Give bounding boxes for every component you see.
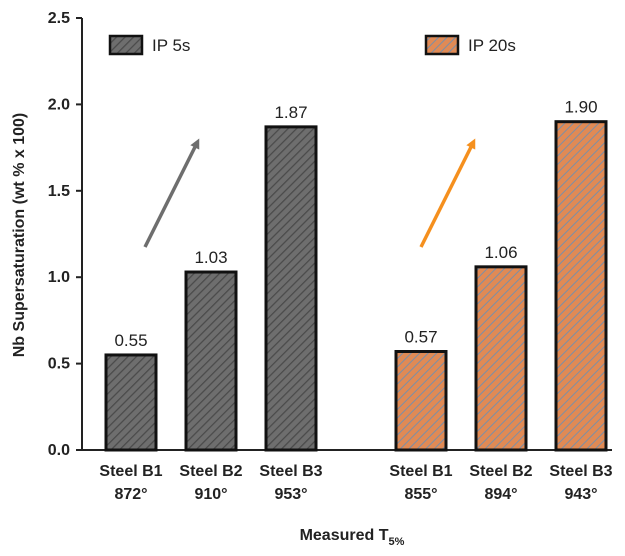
legend-swatch xyxy=(424,34,460,56)
category-steel-label: Steel B1 xyxy=(99,463,162,480)
category-temp-label: 953° xyxy=(274,486,307,503)
y-tick-label: 1.5 xyxy=(48,183,70,200)
bars xyxy=(104,120,608,452)
trend-arrows xyxy=(143,138,476,248)
y-tick-label: 1.0 xyxy=(48,269,70,286)
y-ticks: 0.0 0.5 1.0 1.5 2.0 2.5 xyxy=(48,10,82,459)
bar-ip20s-steel-b2 xyxy=(474,265,528,452)
bar-ip5s-steel-b2 xyxy=(184,270,238,452)
trend-arrow xyxy=(419,138,476,248)
bar-value-label: 0.55 xyxy=(114,331,147,350)
x-axis-label-sub: 5% xyxy=(389,536,405,548)
category-labels: Steel B1 872° Steel B2 910° Steel B3 953° Stee… xyxy=(99,463,612,503)
category-temp-label: 910° xyxy=(194,486,227,503)
bar-ip5s-steel-b1 xyxy=(104,353,158,452)
legend-swatch xyxy=(108,34,144,56)
bar-value-label: 1.87 xyxy=(274,103,307,122)
category-temp-label: 872° xyxy=(114,486,147,503)
y-tick-label: 2.5 xyxy=(48,10,70,27)
legend-label: IP 5s xyxy=(152,36,190,55)
bar-value-label: 1.03 xyxy=(194,248,227,267)
bar-value-label: 1.06 xyxy=(484,243,517,262)
y-axis-label: Nb Supersaturation (wt % x 100) xyxy=(11,113,28,358)
y-tick-label: 0.0 xyxy=(48,442,70,459)
data-labels: 0.55 1.03 1.87 0.57 1.06 1.90 xyxy=(114,98,597,350)
bar-ip20s-steel-b3 xyxy=(554,120,608,452)
x-axis-label: Measured T5% xyxy=(300,527,405,548)
trend-arrow xyxy=(143,138,200,248)
bar-value-label: 0.57 xyxy=(404,328,437,347)
category-temp-label: 943° xyxy=(564,486,597,503)
x-axis-label-main: Measured T xyxy=(300,527,389,544)
category-temp-label: 855° xyxy=(404,486,437,503)
category-steel-label: Steel B3 xyxy=(549,463,612,480)
y-tick-label: 0.5 xyxy=(48,356,70,373)
category-steel-label: Steel B1 xyxy=(389,463,452,480)
bar-ip5s-steel-b3 xyxy=(264,125,318,452)
bar-value-label: 1.90 xyxy=(564,98,597,117)
legend-label: IP 20s xyxy=(468,36,516,55)
category-steel-label: Steel B2 xyxy=(469,463,532,480)
y-tick-label: 2.0 xyxy=(48,96,70,113)
category-steel-label: Steel B2 xyxy=(179,463,242,480)
legend: IP 5s IP 20s xyxy=(108,34,516,56)
bar-ip20s-steel-b1 xyxy=(394,350,448,452)
category-temp-label: 894° xyxy=(484,486,517,503)
category-steel-label: Steel B3 xyxy=(259,463,322,480)
